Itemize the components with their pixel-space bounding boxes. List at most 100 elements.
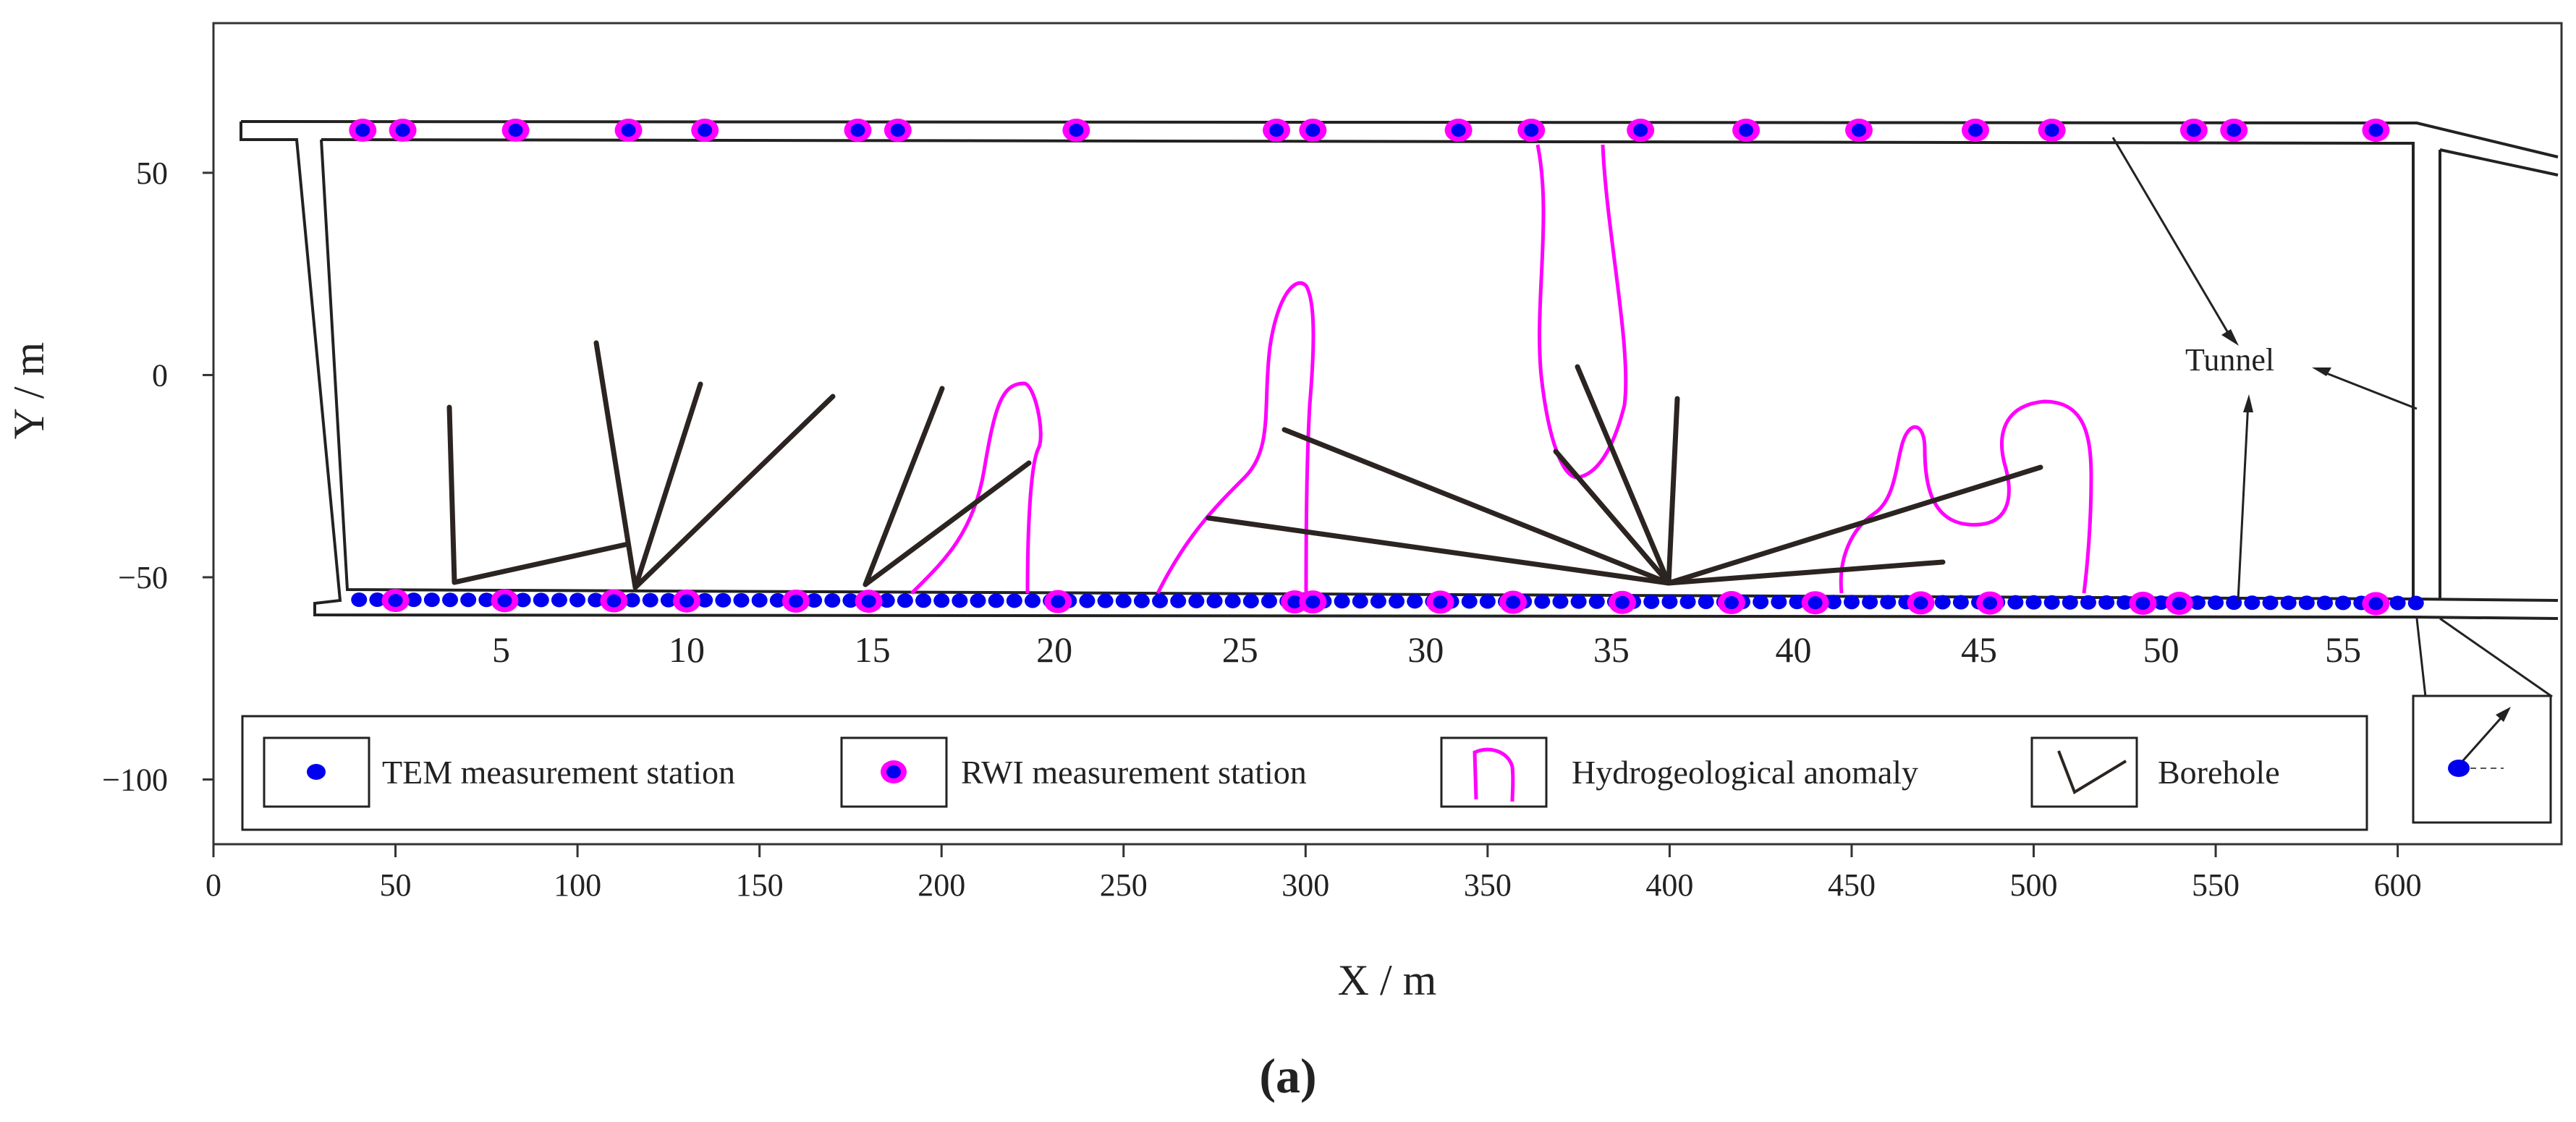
tem-station bbox=[2208, 595, 2224, 611]
legend-anomaly-label: Hydrogeological anomaly bbox=[1572, 754, 1918, 791]
boreholes bbox=[446, 340, 2043, 590]
legend-rwi-label: RWI measurement station bbox=[961, 754, 1307, 791]
legend-borehole-swatch-box bbox=[2030, 736, 2138, 808]
tem-station bbox=[423, 592, 440, 608]
legend-rwi-inner bbox=[886, 765, 901, 778]
tunnel-arrowhead-1 bbox=[2221, 329, 2239, 346]
tem-station bbox=[1789, 595, 1805, 610]
rwi-station-core bbox=[1739, 124, 1754, 137]
tem-station bbox=[1862, 595, 1878, 610]
tem-station bbox=[1006, 593, 1022, 608]
tem-station bbox=[1753, 595, 1769, 610]
x-tick-label: 250 bbox=[1100, 867, 1148, 903]
inset-connector-right bbox=[2439, 617, 2553, 698]
tunnel-right-branch bbox=[2439, 148, 2559, 177]
tem-station bbox=[842, 593, 859, 608]
borehole-1 bbox=[446, 404, 457, 585]
tem-station bbox=[1170, 593, 1187, 608]
borehole-2 bbox=[452, 541, 631, 585]
tem-station bbox=[1643, 594, 1660, 609]
tem-station bbox=[405, 592, 422, 608]
tem-station bbox=[1407, 594, 1423, 609]
rwi-station-core bbox=[1305, 595, 1321, 609]
tem-station bbox=[1352, 594, 1368, 609]
x-tick-label: 50 bbox=[380, 867, 412, 903]
y-tick-label: 0 bbox=[152, 357, 168, 393]
legend-borehole-icon bbox=[2057, 750, 2127, 794]
plot-frame bbox=[212, 22, 2563, 846]
tem-station bbox=[878, 593, 895, 608]
tunnel-arrow-3 bbox=[2237, 401, 2250, 601]
legend-frame bbox=[241, 715, 2368, 831]
tem-station bbox=[1370, 594, 1386, 609]
tem-station bbox=[588, 592, 604, 608]
borehole-10 bbox=[1575, 364, 1672, 586]
legend: TEM measurement station RWI measurement … bbox=[241, 715, 2368, 831]
borehole-8 bbox=[1281, 427, 1672, 586]
tem-station bbox=[769, 592, 786, 608]
tunnel-inner-right bbox=[321, 138, 2559, 602]
tem-station bbox=[2298, 595, 2315, 611]
x-tick-label: 200 bbox=[918, 867, 965, 903]
tem-station bbox=[442, 592, 459, 608]
tem-station bbox=[1934, 595, 1951, 610]
x-tick-label: 0 bbox=[206, 867, 221, 903]
tem-station bbox=[2407, 595, 2424, 611]
rwi-station-core bbox=[1852, 124, 1867, 137]
rwi-station-core bbox=[1633, 124, 1648, 137]
rwi-station-core bbox=[1287, 595, 1302, 609]
borehole-4 bbox=[632, 381, 703, 590]
borehole-3 bbox=[593, 340, 638, 590]
rwi-station-core bbox=[861, 595, 876, 608]
rwi-station-core bbox=[2368, 124, 2384, 137]
y-tick-label: 50 bbox=[136, 156, 168, 191]
tem-station bbox=[2262, 595, 2279, 611]
rwi-station-core bbox=[497, 594, 512, 608]
rwi-station-core bbox=[606, 594, 622, 608]
tem-station bbox=[1880, 595, 1897, 610]
tem-station bbox=[1843, 595, 1860, 610]
station-number: 50 bbox=[2143, 629, 2179, 670]
x-tick-label: 500 bbox=[2010, 867, 2058, 903]
tem-station bbox=[1461, 594, 1478, 609]
tunnel-arrow-2 bbox=[2318, 369, 2418, 410]
borehole-7 bbox=[863, 460, 1032, 587]
x-tick-label: 400 bbox=[1645, 867, 1693, 903]
tem-station bbox=[1224, 593, 1241, 608]
rwi-station-core bbox=[788, 594, 803, 608]
tem-station bbox=[2043, 595, 2060, 610]
rwi-stations-bottom bbox=[381, 589, 2390, 616]
tunnel-top-outer bbox=[240, 120, 2559, 158]
rwi-station-core bbox=[1968, 124, 1983, 137]
tem-station bbox=[1206, 593, 1223, 608]
station-numbers: 5 10 15 20 25 30 35 40 45 50 55 bbox=[492, 629, 2361, 670]
anomaly-3 bbox=[1535, 144, 1628, 480]
rwi-station-core bbox=[1808, 596, 1823, 610]
tem-station bbox=[1588, 594, 1605, 609]
rwi-station-core bbox=[2368, 597, 2384, 611]
tem-station bbox=[2098, 595, 2115, 610]
tem-station bbox=[806, 593, 823, 608]
x-tick-label: 450 bbox=[1828, 867, 1876, 903]
anomaly-4 bbox=[1839, 399, 2093, 594]
tem-station bbox=[1152, 593, 1169, 608]
borehole-13 bbox=[1666, 464, 2043, 586]
rwi-station-core bbox=[1305, 124, 1321, 137]
tem-station bbox=[514, 592, 531, 608]
tem-station bbox=[933, 593, 950, 608]
tem-station bbox=[1771, 595, 1787, 610]
tem-station bbox=[1698, 594, 1714, 609]
legend-tem-dot bbox=[307, 764, 326, 780]
tem-station bbox=[478, 592, 495, 608]
rwi-station-core bbox=[1269, 124, 1284, 137]
tem-station bbox=[1133, 593, 1150, 608]
tem-station bbox=[1661, 594, 1678, 609]
tem-station bbox=[2007, 595, 2024, 610]
tunnel-inner-left bbox=[320, 139, 2414, 600]
borehole-6 bbox=[863, 386, 945, 587]
tem-station bbox=[1952, 595, 1969, 610]
x-tick-label: 300 bbox=[1281, 867, 1329, 903]
tem-station bbox=[642, 592, 658, 608]
legend-borehole-label: Borehole bbox=[2158, 754, 2280, 791]
